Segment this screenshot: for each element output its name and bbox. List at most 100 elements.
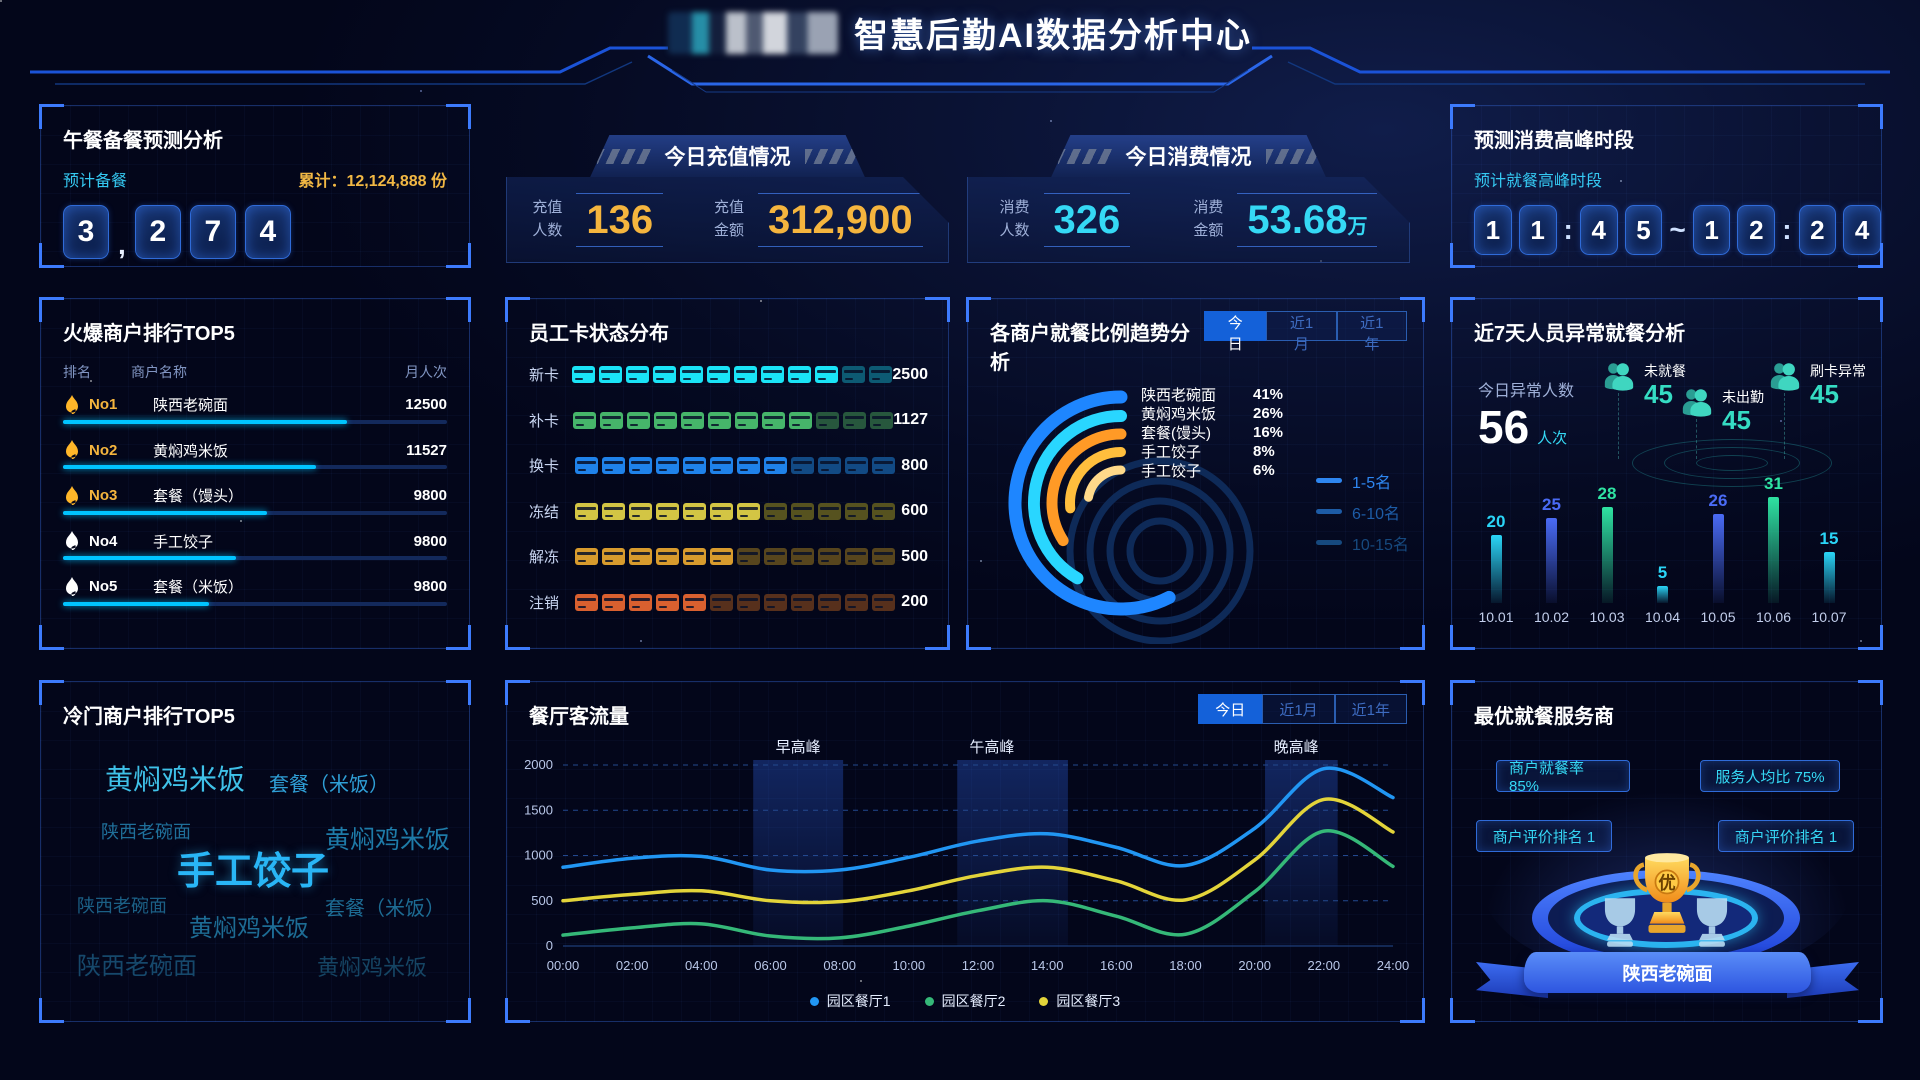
abnormal-bar-column: 25 10.02 (1528, 495, 1576, 626)
ripple-decoration (1664, 447, 1800, 479)
arc-label-row: 套餐(馒头) 16% (1141, 423, 1283, 442)
bar-date-label: 10.07 (1811, 609, 1847, 625)
card-icon (842, 366, 866, 384)
card-icon (629, 548, 652, 566)
peak-time-digit: 4 (1579, 205, 1618, 255)
card-icon (737, 502, 760, 520)
abnormal-stat-text: 未就餐 45 (1644, 361, 1686, 407)
abnormal-stat-text: 刷卡异常 45 (1810, 361, 1866, 407)
legend-item: 1-5名 (1316, 465, 1409, 496)
peak-band-label: 早高峰 (776, 739, 821, 756)
tab-today[interactable]: 今日 (1198, 694, 1263, 724)
card-icon (872, 548, 895, 566)
card-icon (845, 548, 868, 566)
ratio-arc (1008, 390, 1176, 616)
word-cloud-item: 陕西老碗面 (77, 896, 167, 916)
panel-dining-ratio: 各商户就餐比例趋势分析 今日 近1月 近1年 陕西老碗面 41% 黄焖鸡米饭 26% 套… (966, 297, 1425, 650)
medal-text: 优 (1658, 873, 1675, 893)
legend-dot (1039, 996, 1049, 1006)
card-icon (573, 411, 597, 429)
arc-label-row: 手工饺子 6% (1141, 461, 1283, 480)
peak-band (753, 760, 844, 946)
card-icon (872, 502, 895, 520)
bar (1712, 514, 1724, 603)
panel-peak-time-forecast: 预测消费高峰时段 预计就餐高峰时段 1 1:4 5 ~1 2:2 4 (1450, 104, 1883, 268)
merchant-bar-track (63, 419, 447, 424)
card-icon (815, 366, 839, 384)
card-status-label: 解冻 (529, 549, 560, 567)
bar-value-label: 5 (1657, 562, 1668, 582)
flame-icon (66, 440, 78, 460)
merchant-rank: No2 (89, 441, 118, 459)
merchant-monthly-visits: 9800 (413, 532, 447, 550)
card-icon (602, 548, 625, 566)
consume-amount-stat: 消费 金额 53.68万 (1193, 195, 1377, 245)
merchant-row: No3 套餐（馒头） 9800 (63, 473, 447, 519)
word-cloud-item: 手工饺子 (177, 851, 330, 893)
winner-ribbon: 陕西老碗面 (1476, 952, 1859, 998)
flame-icon (66, 531, 78, 551)
panel-title: 最优就餐服务商 (1474, 706, 1614, 728)
merchant-bar-track (63, 465, 447, 469)
ratio-arc (1046, 428, 1127, 547)
panel-consume-today: 今日消费情况 消费 人数 326 消费 金额 53.68万 (967, 135, 1410, 263)
card-status-row: 新卡 2500 (529, 352, 928, 398)
merchant-bar-track (63, 556, 447, 560)
svg-text:08:00: 08:00 (823, 958, 856, 973)
card-status-row: 注销 200 (529, 580, 928, 626)
card-icon (818, 548, 841, 566)
card-icons (575, 502, 895, 520)
merchant-bar-fill (63, 556, 236, 560)
panel-abnormal-dining: 近7天人员异常就餐分析 今日异常人数 56 人次 未就餐 45 未出勤 45 刷卡异常 45… (1450, 297, 1883, 650)
merchant-name: 陕西老碗面 (153, 397, 229, 415)
bar (1823, 551, 1835, 603)
card-icon (602, 457, 625, 475)
tab-month[interactable]: 近1月 (1262, 694, 1335, 724)
card-icons (575, 457, 895, 475)
merchant-name: 套餐（馒头） (153, 488, 244, 506)
card-icon (708, 411, 732, 429)
word-cloud-item: 套餐（米饭） (325, 898, 445, 920)
card-icon (654, 411, 678, 429)
traffic-legend-item: 园区餐厅2 (924, 991, 1005, 1011)
tab-year[interactable]: 近1年 (1336, 311, 1407, 353)
ratio-arc (1065, 447, 1126, 514)
abnormal-bar-column: 31 10.06 (1750, 474, 1798, 625)
bar-date-label: 10.06 (1755, 609, 1792, 625)
peak-time-digit: 2 (1798, 205, 1837, 255)
svg-text:0: 0 (546, 938, 553, 953)
card-icon (789, 411, 813, 429)
card-icon (872, 457, 895, 475)
arc-chart-legend: 1-5名 6-10名 10-15名 (1316, 465, 1409, 558)
merchant-monthly-visits: 9800 (413, 578, 447, 596)
svg-text:18:00: 18:00 (1169, 958, 1202, 973)
ratio-arc (1028, 410, 1127, 585)
tab-year[interactable]: 近1年 (1334, 694, 1407, 724)
arc-merchant-name: 手工饺子 (1141, 444, 1202, 461)
winner-name: 陕西老碗面 (1524, 952, 1811, 993)
tab-today[interactable]: 今日 (1204, 311, 1267, 353)
peak-time-digit: 1 (1518, 205, 1557, 255)
svg-text:16:00: 16:00 (1100, 958, 1133, 973)
card-icon (575, 502, 598, 520)
card-icon (653, 366, 677, 384)
connector-line (1618, 393, 1619, 459)
runner-up-cup-icon (1604, 898, 1636, 947)
abnormal-stat: 未就餐 45 (1602, 361, 1686, 407)
tab-month[interactable]: 近1月 (1266, 311, 1337, 353)
merchant-row: No5 套餐（米饭） 9800 (63, 564, 447, 610)
merchant-name: 黄焖鸡米饭 (153, 442, 229, 460)
legend-item: 6-10名 (1316, 496, 1409, 527)
svg-text:10:00: 10:00 (893, 958, 926, 973)
arc-merchant-percent: 26% (1253, 405, 1284, 422)
arc-label-row: 陕西老碗面 41% (1141, 385, 1283, 404)
header-decoration (30, 46, 1890, 93)
card-icon (737, 593, 760, 611)
abnormal-stat-value: 45 (1722, 405, 1751, 435)
panel-title: 餐厅客流量 (529, 706, 629, 728)
badge-dining-rate: 商户就餐率 85% (1496, 760, 1630, 795)
bar-date-label: 10.03 (1589, 609, 1625, 625)
peak-label: 预计就餐高峰时段 (1474, 173, 1603, 190)
merchant-rank: No5 (89, 578, 118, 596)
